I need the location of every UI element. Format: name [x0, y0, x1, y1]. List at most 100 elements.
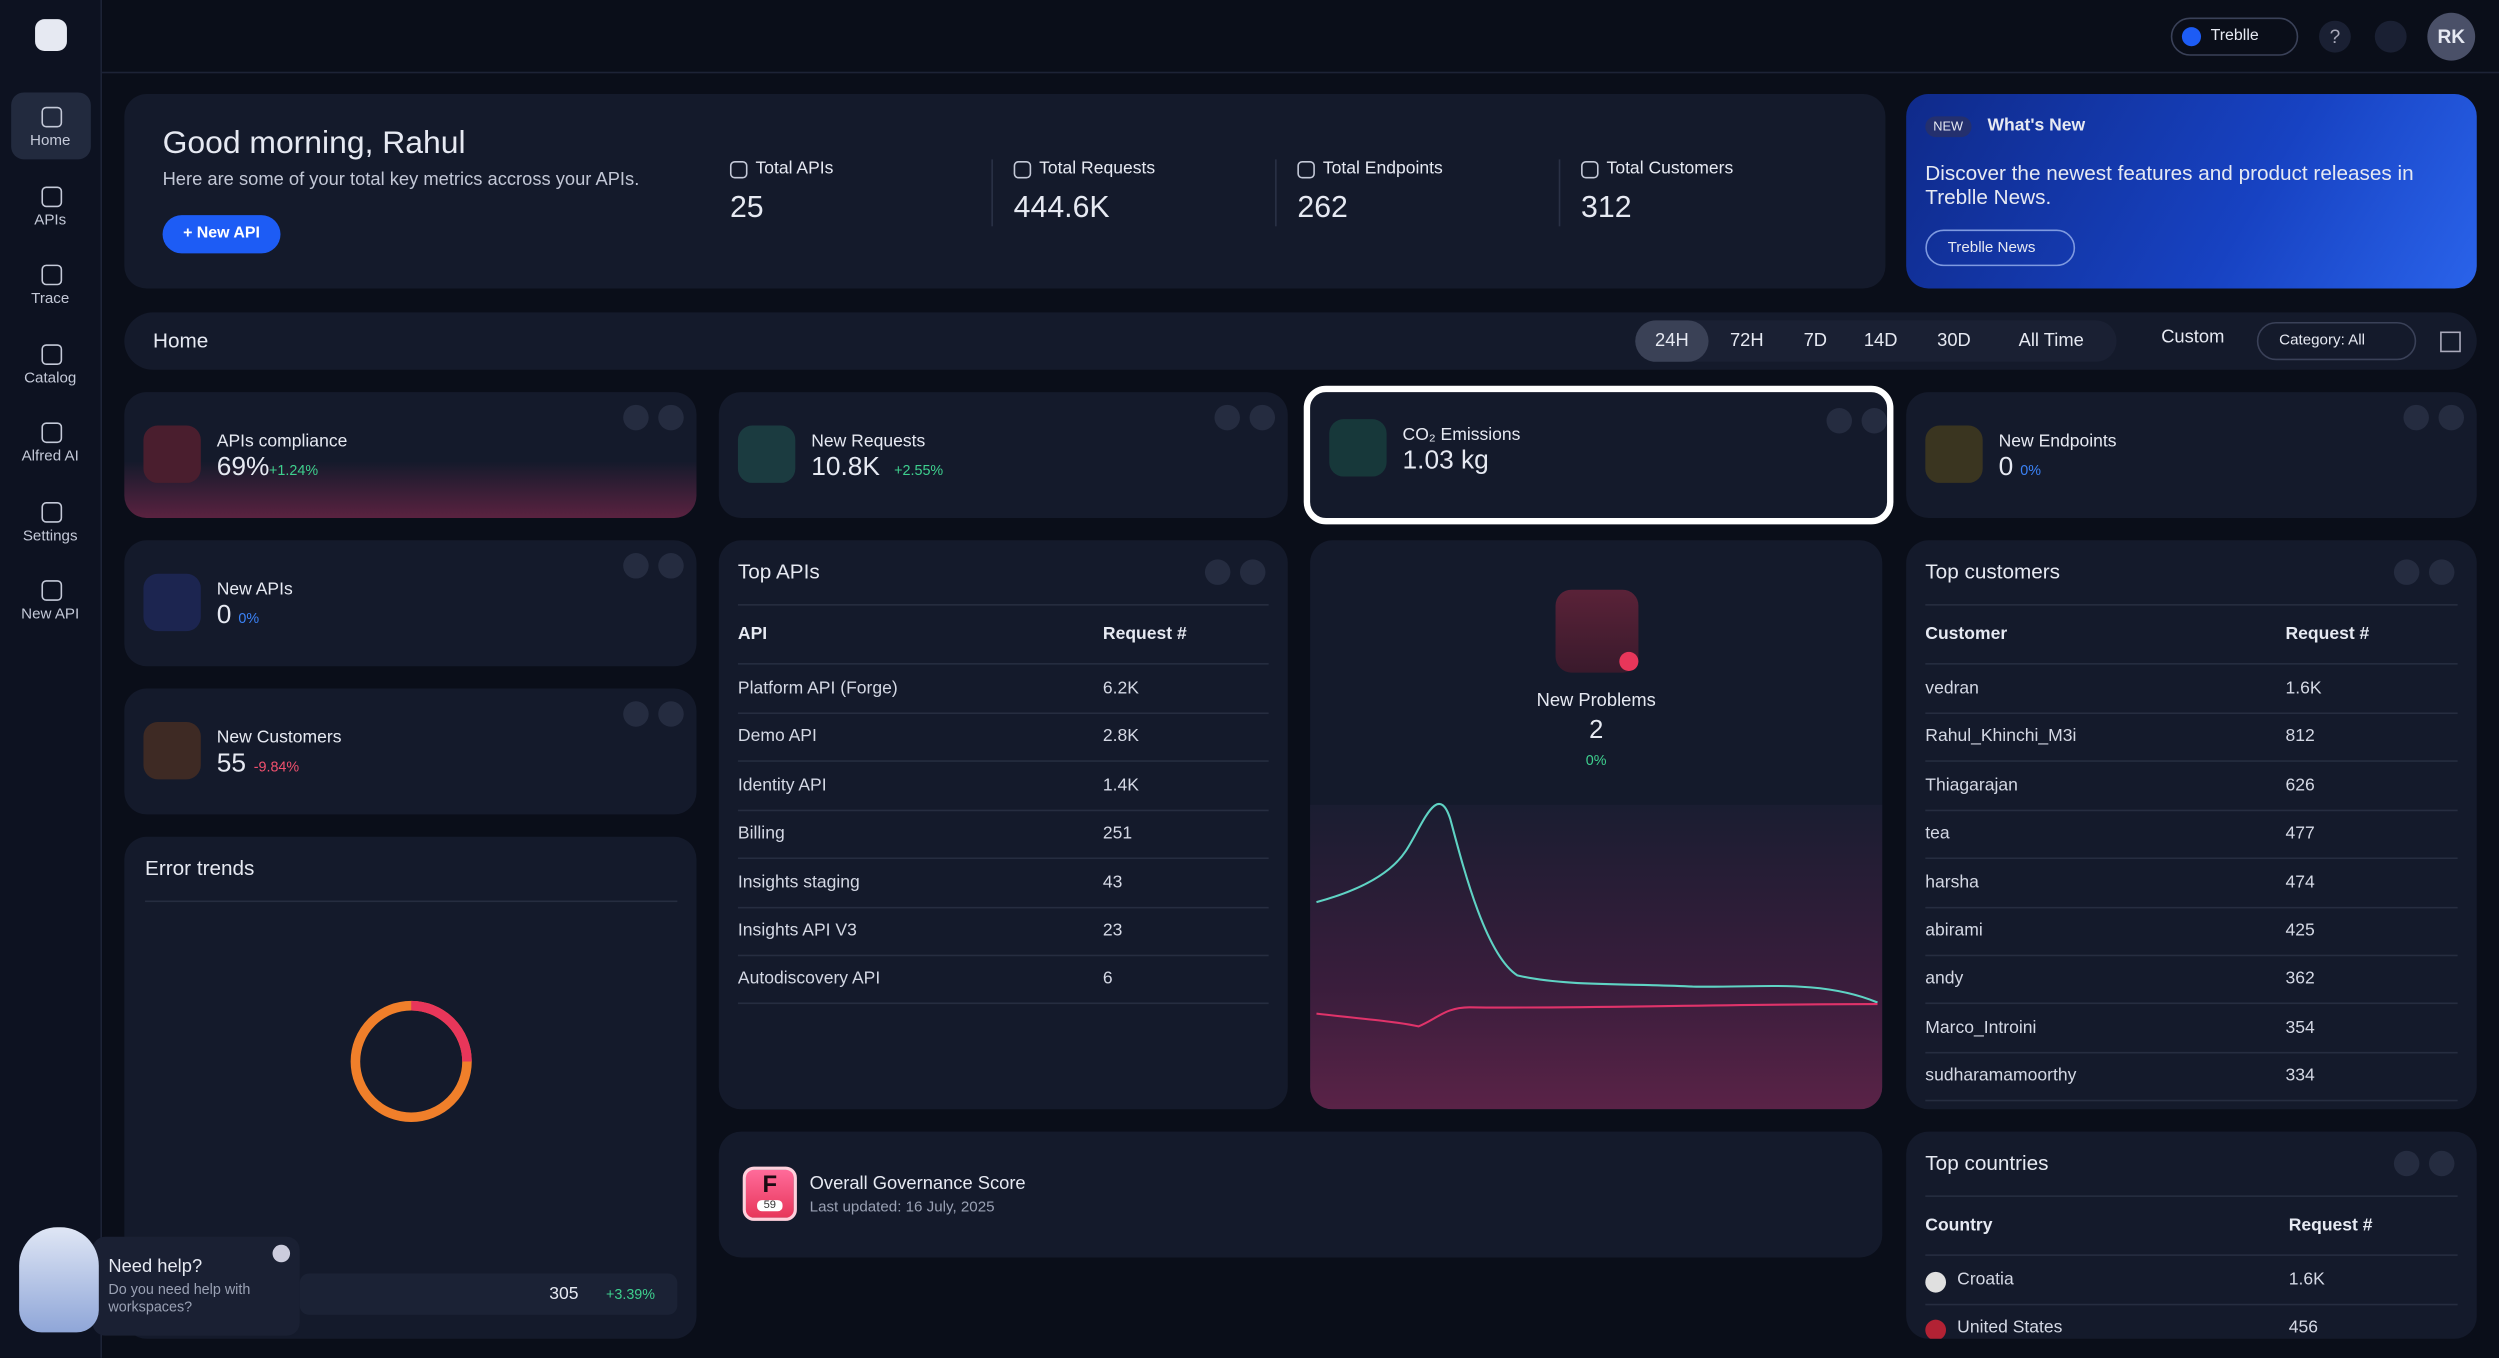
- divider: [737, 760, 1269, 763]
- divider: [737, 1003, 1269, 1005]
- pin-button[interactable]: [623, 701, 649, 727]
- nav-item[interactable]: Home: [30, 132, 71, 150]
- cell: 425: [2285, 921, 2315, 941]
- custom-range[interactable]: Custom: [2161, 328, 2225, 348]
- help-title: Need help?: [108, 1257, 203, 1277]
- cell: 23: [1102, 921, 1123, 941]
- column-header: Request #: [2285, 624, 2370, 644]
- cell: Insights API V3: [737, 921, 857, 941]
- stat-icon: [1329, 419, 1387, 477]
- nav-item[interactable]: Alfred AI: [21, 447, 79, 466]
- toolbar: Home 24H 72H 7D 14D 30D All Time Custom Categ…: [124, 312, 2477, 370]
- close-button[interactable]: [1861, 408, 1888, 434]
- workspace-switch[interactable]: Treblle: [2170, 17, 2299, 56]
- new-api-button[interactable]: + New API: [162, 215, 281, 254]
- stat-change: -9.84%: [253, 758, 300, 775]
- metric-value: 312: [1581, 191, 1632, 225]
- pin-button[interactable]: [1826, 408, 1852, 434]
- cell: Platform API (Forge): [737, 678, 898, 699]
- metric-value: 25: [729, 191, 764, 225]
- divider: [1925, 760, 2458, 763]
- cell: 362: [2285, 969, 2315, 989]
- close-button[interactable]: [658, 404, 684, 431]
- error-value: 305: [549, 1284, 579, 1304]
- nav-item[interactable]: APIs: [34, 211, 67, 230]
- metric-label: Total Customers: [1606, 159, 1734, 179]
- card-title: Top countries: [1925, 1150, 2049, 1175]
- assistant-avatar: [19, 1227, 99, 1333]
- pin-button[interactable]: [2393, 559, 2420, 585]
- error-summary: 305 +3.39%: [299, 1273, 678, 1315]
- pin-button[interactable]: [1204, 559, 1231, 585]
- close-button[interactable]: [2438, 404, 2465, 431]
- cell: harsha: [1925, 872, 1979, 892]
- close-button[interactable]: [2428, 1150, 2455, 1177]
- cell: Insights staging: [737, 872, 860, 892]
- topbar: [102, 0, 2499, 74]
- cell: Demo API: [737, 727, 817, 747]
- metric-icon: [1297, 160, 1315, 179]
- logo[interactable]: [35, 19, 67, 52]
- divider: [737, 906, 1269, 908]
- stat-card: New Endpoints 0 0%: [1906, 392, 2477, 518]
- divider: [1925, 1051, 2458, 1054]
- pin-button[interactable]: [2403, 404, 2429, 431]
- nav-item[interactable]: Catalog: [24, 369, 77, 388]
- divider: [1925, 809, 2458, 811]
- cell: 6.2K: [1102, 678, 1139, 699]
- cell: Autodiscovery API: [737, 969, 881, 989]
- close-button[interactable]: [658, 553, 684, 579]
- range-option[interactable]: 72H: [1729, 331, 1764, 351]
- close-button[interactable]: [658, 701, 684, 727]
- divider: [737, 954, 1269, 957]
- layout-toggle[interactable]: [2440, 331, 2461, 353]
- help-text: Do you need help with workspaces?: [108, 1281, 251, 1315]
- stat-card: CO₂ Emissions 1.03 kg: [1303, 385, 1894, 525]
- range-option[interactable]: 7D: [1803, 331, 1828, 351]
- nav-item[interactable]: New API: [21, 605, 80, 624]
- range-option[interactable]: 30D: [1937, 331, 1971, 351]
- error-change: +3.39%: [605, 1286, 656, 1303]
- range-option[interactable]: 24H: [1635, 320, 1709, 362]
- stat-title: New Requests: [811, 431, 926, 452]
- cell: 626: [2285, 775, 2315, 795]
- avatar[interactable]: RK: [2427, 12, 2476, 61]
- nav-icon: [41, 580, 63, 601]
- nav-icon: [41, 106, 63, 128]
- divider: [1925, 857, 2458, 860]
- close-button[interactable]: [2428, 559, 2455, 585]
- cell: 812: [2285, 727, 2315, 747]
- stat-icon: [143, 721, 201, 780]
- nav-item[interactable]: Settings: [22, 527, 78, 546]
- category-filter[interactable]: Category: All: [2256, 321, 2417, 361]
- help-widget[interactable]: Need help? Do you need help with workspa…: [92, 1236, 300, 1336]
- badge: NEW: [1925, 116, 1972, 138]
- pin-button[interactable]: [623, 553, 649, 579]
- cell: vedran: [1925, 678, 1979, 699]
- divider: [737, 712, 1269, 715]
- help-button[interactable]: ?: [2318, 20, 2351, 53]
- close-button[interactable]: [1249, 404, 1276, 431]
- pin-button[interactable]: [623, 404, 649, 431]
- cell: tea: [1925, 824, 1950, 844]
- pin-button[interactable]: [1214, 404, 1240, 431]
- range-option[interactable]: All Time: [2018, 331, 2084, 351]
- governance-card: F 59 Overall Governance Score Last updat…: [718, 1131, 1883, 1258]
- stat-title: New Endpoints: [1998, 431, 2117, 452]
- stat-value: 0: [1998, 452, 2014, 482]
- news-button[interactable]: Treblle News: [1925, 229, 2076, 267]
- notifications[interactable]: [2374, 20, 2407, 53]
- help-close[interactable]: [272, 1244, 291, 1263]
- metric-icon: [729, 160, 748, 179]
- range-option[interactable]: 14D: [1863, 331, 1898, 351]
- close-button[interactable]: [1239, 559, 1266, 585]
- stat-icon: [143, 425, 201, 483]
- divider: [1925, 954, 2458, 957]
- problems-sparkline: [1316, 802, 1878, 1028]
- whats-new-card: NEW What's New Discover the newest featu…: [1906, 94, 2477, 289]
- pin-button[interactable]: [2393, 1150, 2420, 1177]
- stat-value: 55: [216, 749, 247, 778]
- divider: [737, 604, 1269, 606]
- nav-item[interactable]: Trace: [31, 290, 70, 308]
